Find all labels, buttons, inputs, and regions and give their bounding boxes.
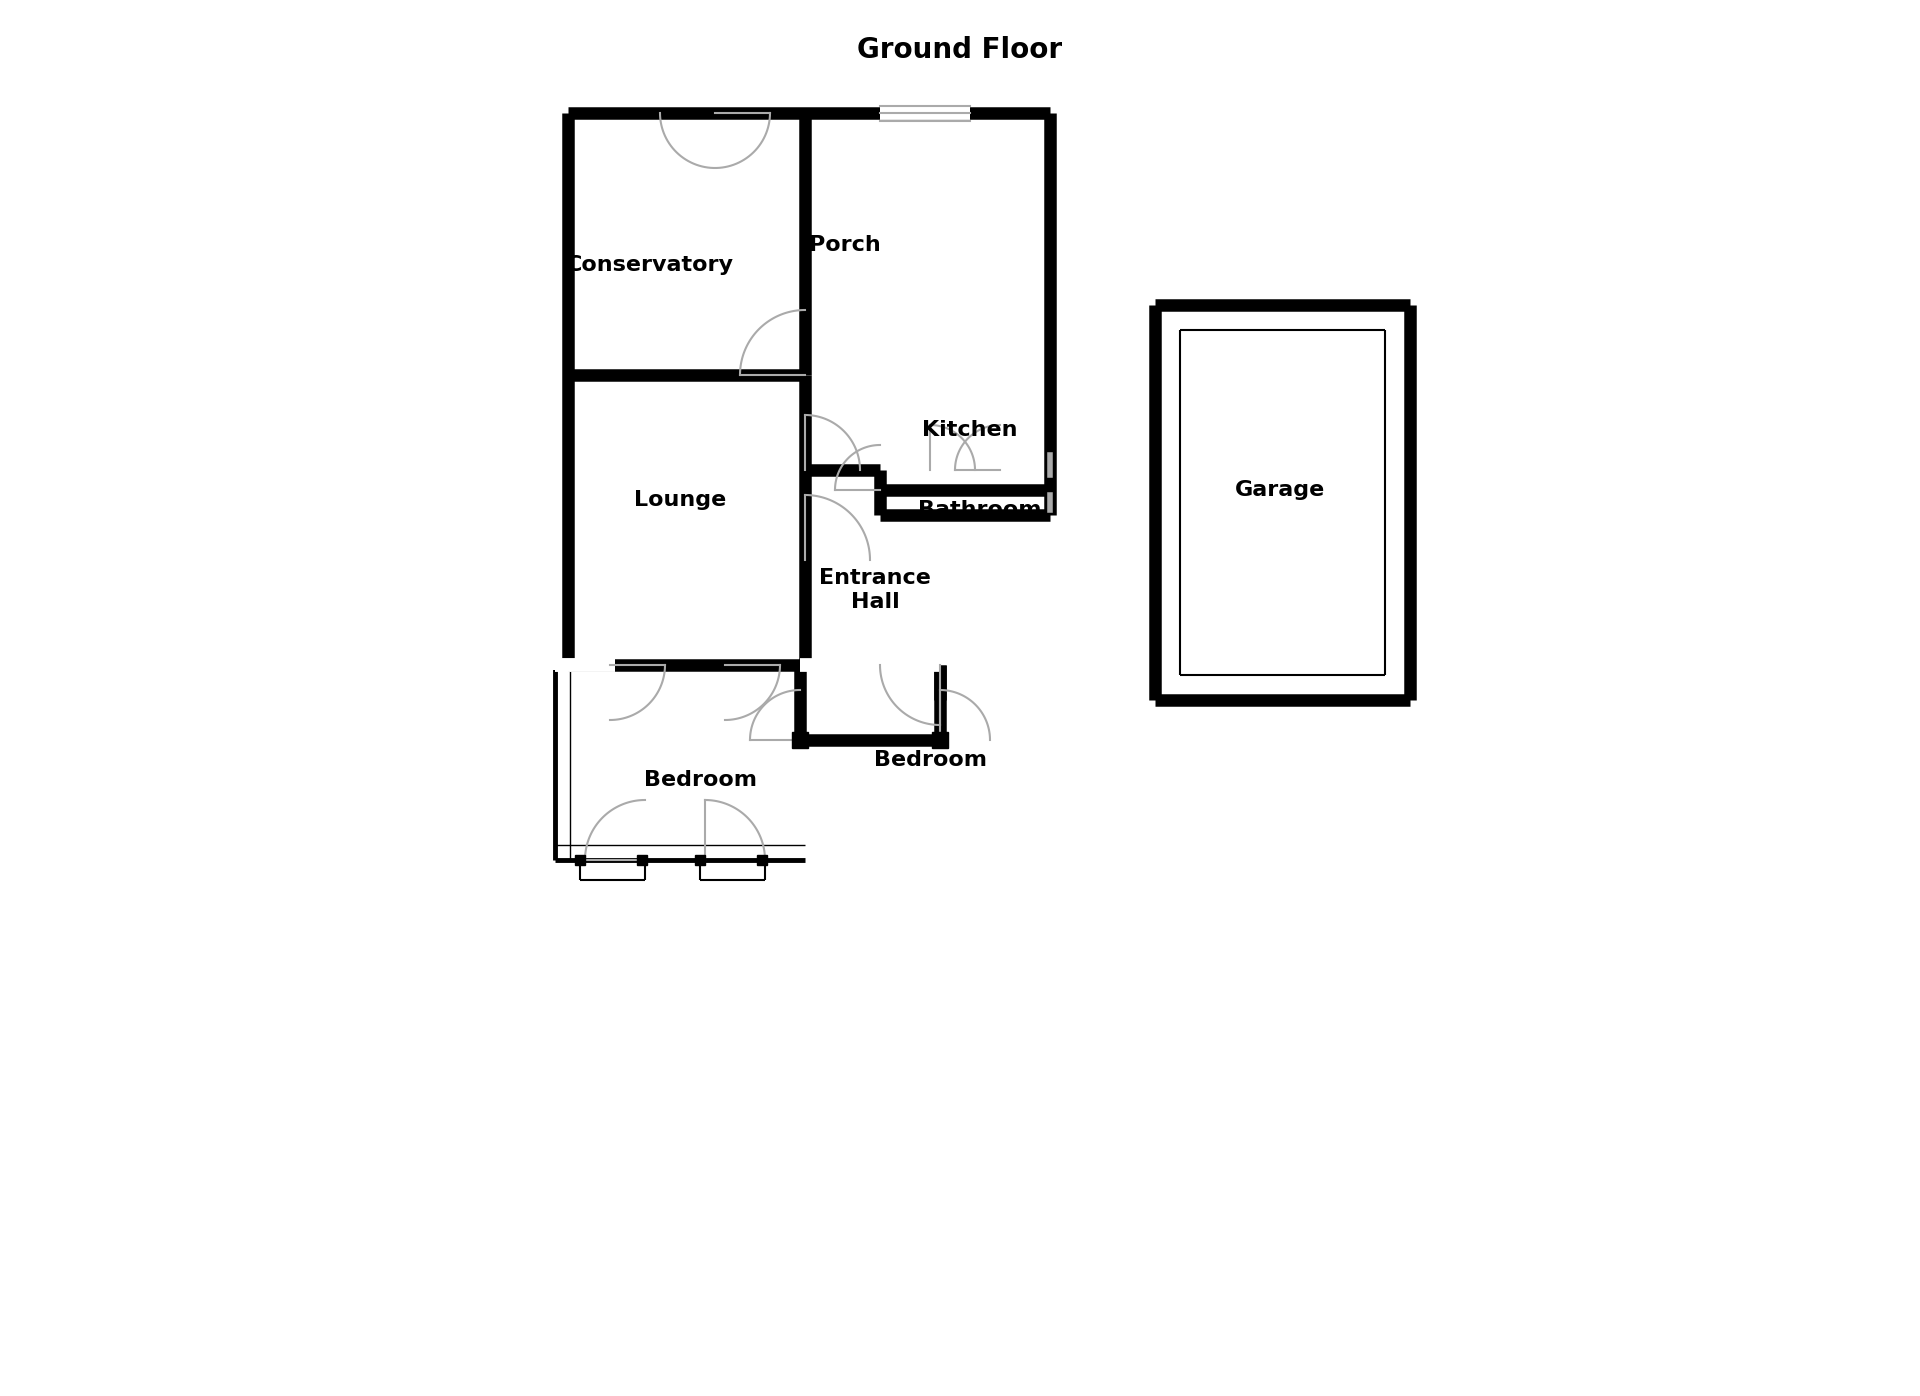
Polygon shape	[756, 854, 766, 866]
Polygon shape	[695, 854, 705, 866]
Polygon shape	[931, 732, 948, 748]
Text: Garage: Garage	[1235, 480, 1325, 500]
Polygon shape	[791, 732, 808, 748]
Text: Entrance
Hall: Entrance Hall	[820, 568, 931, 611]
Text: Bedroom: Bedroom	[643, 771, 756, 790]
Text: Bathroom: Bathroom	[918, 500, 1043, 519]
Text: Lounge: Lounge	[634, 490, 726, 510]
Text: Conservatory: Conservatory	[566, 255, 733, 275]
Text: Bedroom: Bedroom	[874, 750, 987, 771]
Text: Kitchen: Kitchen	[922, 420, 1018, 440]
Text: Ground Floor: Ground Floor	[858, 36, 1062, 64]
Polygon shape	[637, 854, 647, 866]
Polygon shape	[574, 854, 586, 866]
Text: Porch: Porch	[808, 235, 881, 255]
